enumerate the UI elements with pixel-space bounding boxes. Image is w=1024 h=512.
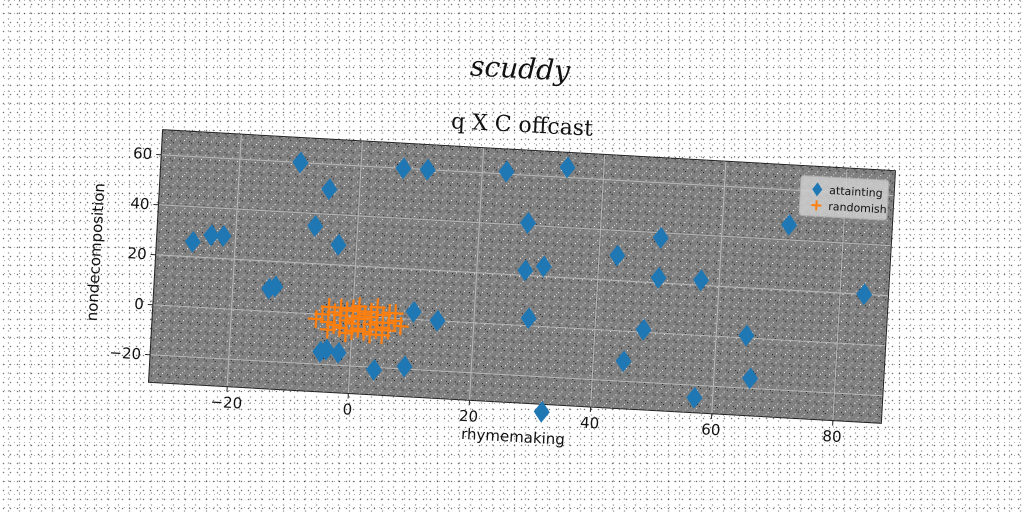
x-grid-line [468,147,485,401]
data-point-attainting [738,324,755,347]
data-point-attainting [405,300,422,323]
y-tick-label: 40 [130,194,150,213]
x-grid-line [590,154,606,408]
data-point-attainting [686,386,703,409]
x-grid-line [347,140,363,394]
y-axis-ticks: −20 0 20 40 60 [109,144,162,364]
data-point-attainting [609,244,626,267]
legend-box [798,175,890,221]
data-point-attainting [395,157,412,180]
x-tick-label: −20 [210,393,243,413]
y-tick-label: 60 [133,144,153,163]
data-point-attainting [321,178,338,201]
x-grid-line [711,161,727,414]
data-point-randomish [380,313,397,333]
data-point-randomish [387,304,404,323]
data-point-randomish [350,302,368,321]
data-point-attainting [635,318,652,341]
x-tick-label: 0 [342,400,353,419]
data-point-randomish [308,309,325,328]
x-tick-label: 80 [822,427,842,446]
x-grid-line [226,134,242,387]
y-tick-label: −20 [109,344,142,364]
data-point-attainting [535,255,552,278]
data-point-attainting [650,266,667,289]
legend: attainting randomish [798,175,890,221]
x-axis-label: rhymemaking [461,425,566,449]
y-grid-line [152,304,886,347]
data-point-randomish [392,317,409,336]
data-point-attainting [419,158,436,181]
plot-frame [147,129,896,424]
data-point-attainting [203,224,220,247]
data-point-attainting [559,156,576,179]
data-point-attainting [330,233,347,256]
data-point-attainting [781,213,798,236]
data-point-attainting [267,275,284,298]
data-point-attainting [318,338,335,361]
data-points [184,151,873,423]
data-point-attainting [498,160,515,183]
legend-label-attainting: attainting [829,184,883,200]
data-point-attainting [533,400,550,423]
y-grid-line [149,354,883,397]
data-point-randomish [338,311,355,330]
y-tick-label: 0 [134,295,145,314]
data-point-attainting [307,215,324,238]
data-point-randomish [332,298,350,317]
data-point-attainting [856,283,873,306]
data-point-randomish [368,320,385,339]
legend-label-randomish: randomish [828,200,887,216]
figure-suptitle: scuddy [469,49,572,87]
x-tick-label: 60 [701,420,721,439]
x-tick-label: 20 [459,407,479,426]
data-point-randomish [369,298,386,317]
data-point-attainting [330,341,347,364]
plot-area: −20 0 20 40 60 80 −20 0 20 40 60 attainting rando… [83,129,896,449]
data-point-attainting [652,226,669,249]
data-point-attainting [292,151,309,174]
data-point-randomish [343,321,360,341]
data-point-attainting [365,358,382,381]
data-point-randomish [319,320,336,339]
x-axis-ticks: −20 0 20 40 60 80 [210,386,842,446]
x-tick-label: 40 [580,413,600,432]
y-axis-label: nondecomposition [83,183,109,322]
legend-diamond-icon [812,182,823,197]
y-grid-line [161,154,895,197]
data-point-attainting [215,224,232,247]
data-point-randomish [362,307,379,327]
data-point-attainting [615,350,632,373]
data-point-attainting [517,259,534,282]
data-point-attainting [429,309,446,332]
data-point-attainting [520,307,537,330]
legend-plus-icon [811,200,822,211]
chart-title: q X C offcast [450,109,593,141]
data-point-attainting [742,367,759,390]
data-point-attainting [693,269,709,292]
y-tick-label: 20 [127,244,147,263]
data-point-attainting [184,230,201,253]
data-point-attainting [396,355,413,378]
data-point-attainting [520,211,536,234]
